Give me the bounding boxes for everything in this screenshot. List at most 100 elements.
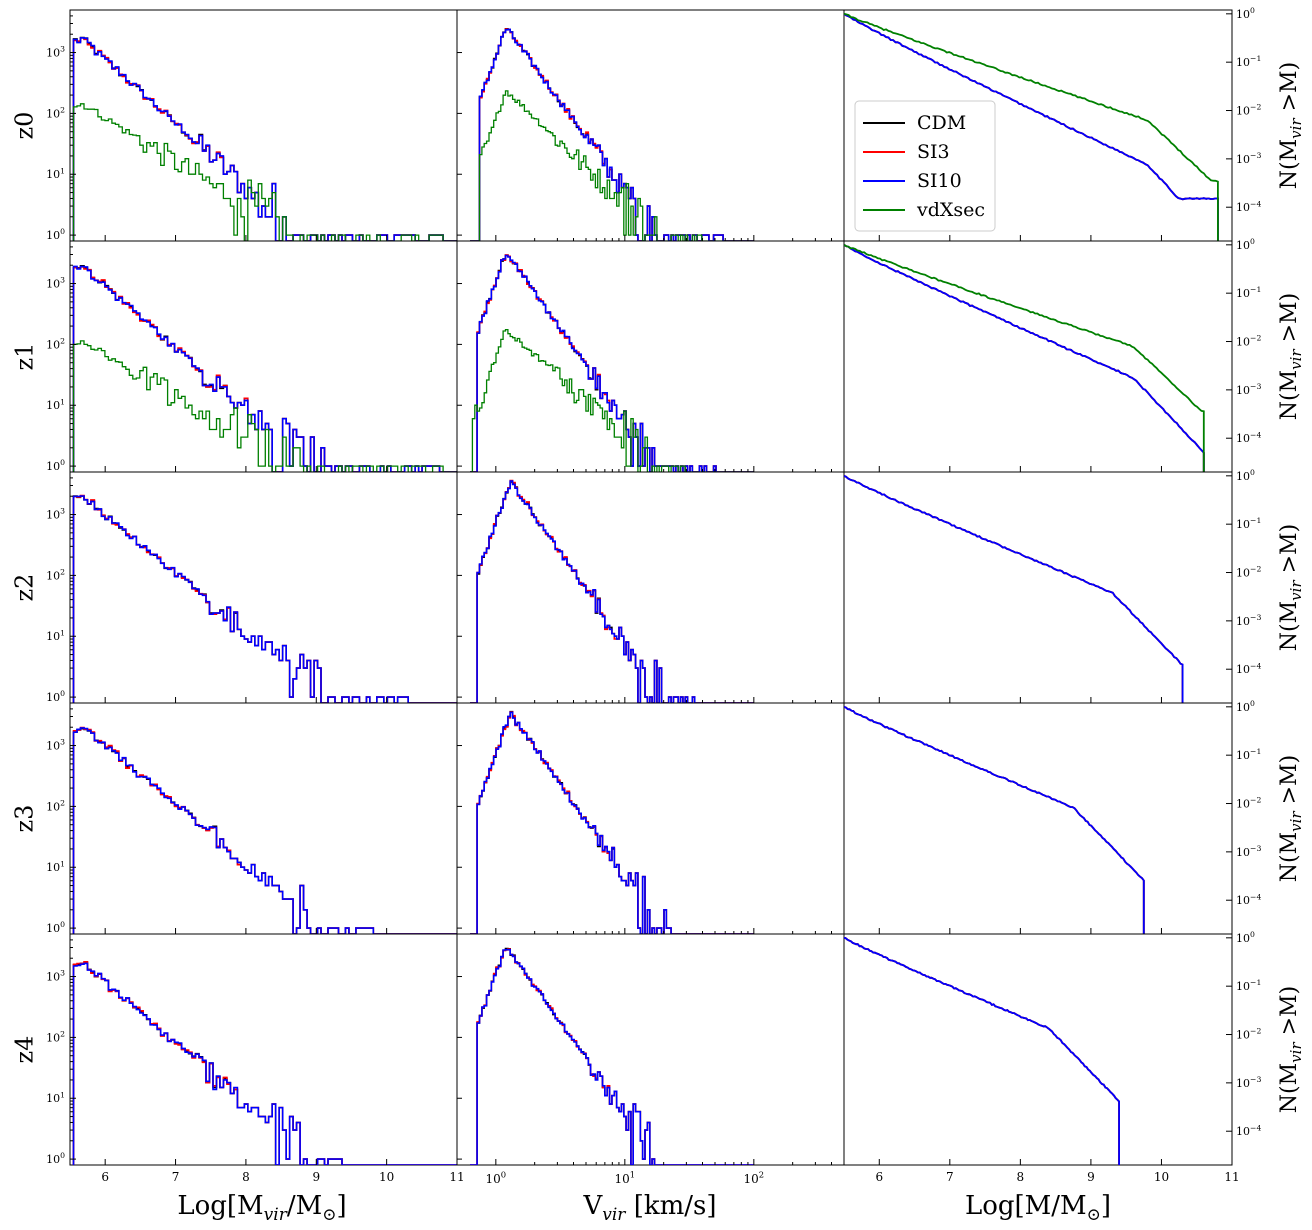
xtick-label: 8 xyxy=(1017,1170,1025,1184)
ytick-label: 102 xyxy=(46,798,65,813)
panel-frame xyxy=(843,933,1233,1166)
panel-mass-z4: 100 101 102 103 xyxy=(46,933,458,1166)
xlabel-velocity: Vvir [km/s] xyxy=(582,1191,716,1225)
legend-label-cdm: CDM xyxy=(917,112,966,134)
series-si3-line xyxy=(470,254,754,472)
xtick-label: 10 xyxy=(379,1170,394,1184)
ytick-label: 10−2 xyxy=(1236,103,1261,118)
panel-frame xyxy=(69,471,458,704)
ytick-label: 10−3 xyxy=(1236,151,1261,166)
series-si3-line xyxy=(470,479,754,703)
ytick-label: 10−4 xyxy=(1236,199,1261,214)
series-vdxsec-line xyxy=(72,340,457,472)
ytick-label: 10−2 xyxy=(1236,565,1261,580)
row-label-z0: z0 xyxy=(11,112,39,140)
series-si10-line xyxy=(844,936,1120,1165)
panel-cum-z3 xyxy=(843,702,1233,935)
ytick-label: 10−2 xyxy=(1236,1027,1261,1042)
legend-label-vdxsec: vdXsec xyxy=(916,199,985,221)
series-cdm-line xyxy=(844,705,1145,934)
ytick-label: 100 xyxy=(1236,930,1255,945)
ytick-label: 10−3 xyxy=(1236,1075,1261,1090)
series-si3-line xyxy=(844,474,1184,703)
ylabel-cumulative: N(Mvir >M) xyxy=(1277,293,1305,420)
panel-cum-z2 xyxy=(843,471,1233,704)
ytick-label: 102 xyxy=(46,567,65,582)
ytick-label: 101 xyxy=(46,859,65,874)
panel-mass-z1: 100 101 102 103 xyxy=(46,240,458,473)
series-si10-line xyxy=(844,705,1145,934)
xtick-label: 9 xyxy=(1087,1170,1095,1184)
ytick-label: 100 xyxy=(46,689,65,704)
ylabel-cumulative: N(Mvir >M) xyxy=(1277,524,1305,651)
series-si3-line xyxy=(470,948,754,1165)
panel-frame xyxy=(456,702,845,935)
xtick-label: 11 xyxy=(1224,1170,1239,1184)
series-cdm-line xyxy=(470,710,754,934)
ytick-label: 10−2 xyxy=(1236,334,1261,349)
xtick-label: 10 xyxy=(1154,1170,1169,1184)
series-si10-line xyxy=(470,28,754,241)
series-cdm-line xyxy=(844,474,1184,703)
ytick-label: 10−1 xyxy=(1236,516,1261,531)
xtick-label: 6 xyxy=(875,1170,883,1184)
ytick-label: 10−3 xyxy=(1236,844,1261,859)
panels-layer: 1001011021031001011021031001011021031001… xyxy=(46,9,1233,1166)
legend: CDM SI3 SI10 vdXsec xyxy=(854,100,996,232)
row-label-z4: z4 xyxy=(11,1036,39,1064)
series-si10-line xyxy=(470,254,754,472)
ytick-label: 100 xyxy=(1236,6,1255,21)
panel-vel-z3 xyxy=(456,702,845,935)
series-si10-line xyxy=(844,474,1184,703)
series-si10-line xyxy=(72,495,457,703)
series-cdm-line xyxy=(72,727,457,934)
series-si3-line xyxy=(844,936,1120,1165)
series-cdm-line xyxy=(844,244,1205,472)
series-si3-line xyxy=(844,244,1205,472)
panel-frame xyxy=(456,471,845,704)
ytick-label: 10−4 xyxy=(1236,892,1261,907)
ytick-label: 10−4 xyxy=(1236,661,1261,676)
panel-frame xyxy=(456,240,845,473)
ytick-label: 10−1 xyxy=(1236,978,1261,993)
row-label-z1: z1 xyxy=(11,343,39,371)
ytick-label: 103 xyxy=(46,969,65,984)
xtick-label: 11 xyxy=(449,1170,464,1184)
panel-frame xyxy=(843,702,1233,935)
series-vdxsec-line xyxy=(72,103,457,241)
xtick-label: 100 xyxy=(486,1170,507,1186)
ytick-label: 101 xyxy=(46,397,65,412)
panel-mass-z3: 100 101 102 103 xyxy=(46,702,458,935)
series-si10-line xyxy=(72,727,457,934)
series-cdm-line xyxy=(470,28,754,241)
series-vdxsec-line xyxy=(470,90,754,241)
ylabel-cumulative: N(Mvir >M) xyxy=(1277,986,1305,1113)
legend-label-si3: SI3 xyxy=(917,141,950,163)
panel-cum-z4 xyxy=(843,933,1233,1166)
ytick-label: 10−3 xyxy=(1236,382,1261,397)
series-cdm-line xyxy=(470,947,754,1165)
series-si10-line xyxy=(844,244,1205,472)
series-cdm-line xyxy=(72,495,457,703)
ytick-label: 102 xyxy=(46,105,65,120)
ytick-label: 10−1 xyxy=(1236,285,1261,300)
panel-vel-z1 xyxy=(456,240,845,473)
labels-layer: z0 10−4 10−3 10−2 10−1 100 N(Mvir >M) z1 10−4 10−… xyxy=(11,6,1306,1225)
ytick-label: 100 xyxy=(46,458,65,473)
series-si10-line xyxy=(470,711,754,934)
panel-frame xyxy=(843,471,1233,704)
series-si3-line xyxy=(844,705,1145,934)
series-cdm-line xyxy=(470,254,754,472)
xlabel-cumulative: Log[M/M⊙] xyxy=(965,1191,1111,1225)
series-si10-line xyxy=(470,480,754,703)
xtick-label: 102 xyxy=(744,1170,765,1186)
ytick-label: 10−2 xyxy=(1236,796,1261,811)
ytick-label: 103 xyxy=(46,507,65,522)
series-cdm-line xyxy=(72,962,457,1165)
ytick-label: 102 xyxy=(46,336,65,351)
series-cdm-line xyxy=(844,936,1120,1165)
ytick-label: 10−3 xyxy=(1236,613,1261,628)
ytick-label: 10−1 xyxy=(1236,747,1261,762)
row-label-z3: z3 xyxy=(11,805,39,833)
ytick-label: 100 xyxy=(1236,699,1255,714)
